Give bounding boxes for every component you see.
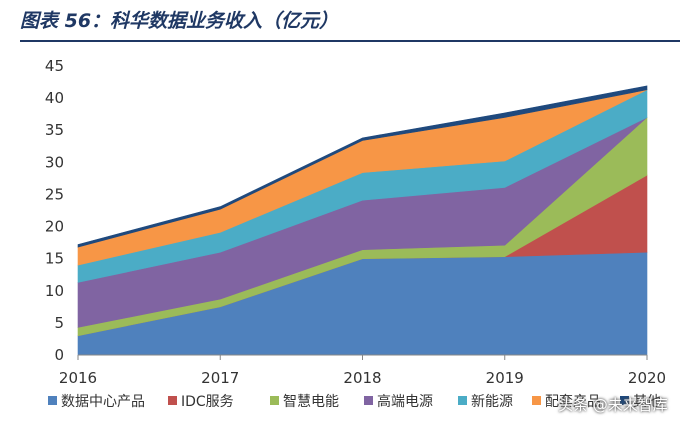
area-series-6 [77,85,648,248]
legend-label-2: 智慧电能 [283,394,339,410]
y-tick-label-8: 40 [45,89,64,107]
x-tick-label-3: 2019 [486,369,524,387]
figure-title: 图表 56：科华数据业务收入（亿元） [20,10,339,32]
legend-swatch-0 [48,396,57,405]
legend-label-5: 配套产品 [545,394,601,410]
legend-label-3: 高端电源 [377,393,433,410]
legend-swatch-6 [620,396,629,405]
area-layers [77,85,648,356]
y-tick-label-6: 30 [45,153,64,171]
chart-legend: 数据中心产品 IDC服务 智慧电能 高端电源 新能源 配套产品 其他 [48,393,661,410]
y-tick-label-0: 0 [54,346,64,364]
x-tick-label-2: 2018 [343,369,381,387]
legend-label-6: 其他 [633,394,661,410]
y-tick-label-3: 15 [45,250,64,268]
x-tick-label-4: 2020 [628,369,666,387]
y-tick-label-9: 45 [45,57,64,75]
legend-swatch-3 [364,396,373,405]
watermark-text: 头条 @未来智库 [558,396,668,414]
legend-label-0: 数据中心产品 [61,394,145,410]
legend-swatch-1 [168,396,177,405]
legend-swatch-5 [532,396,541,405]
y-tick-label-7: 35 [45,121,64,139]
y-tick-label-4: 20 [45,218,64,236]
chart-axes: 0 5 10 15 20 25 30 35 40 45 2016 2017 2018 2019 2020 [45,57,666,387]
y-tick-label-1: 5 [54,314,64,332]
x-tick-label-0: 2016 [59,369,97,387]
x-tick-label-1: 2017 [201,369,239,387]
title-divider [20,40,680,42]
y-tick-label-5: 25 [45,185,64,203]
legend-label-4: 新能源 [471,394,513,410]
y-tick-label-2: 10 [45,282,64,300]
legend-swatch-2 [270,396,279,405]
legend-swatch-4 [458,396,467,405]
legend-label-1: IDC服务 [181,394,234,410]
